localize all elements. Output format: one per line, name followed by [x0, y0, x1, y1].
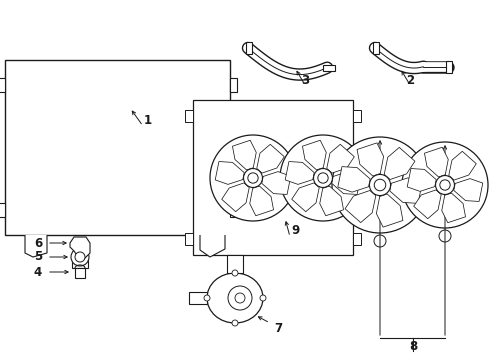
Circle shape — [232, 270, 238, 276]
Bar — [185, 233, 193, 245]
Circle shape — [440, 180, 450, 190]
Bar — [0, 203, 5, 217]
Text: 5: 5 — [34, 251, 42, 264]
Polygon shape — [285, 162, 314, 184]
Polygon shape — [215, 162, 244, 184]
Polygon shape — [292, 183, 319, 212]
Polygon shape — [424, 147, 448, 177]
Bar — [446, 61, 452, 73]
Polygon shape — [327, 144, 354, 173]
Polygon shape — [357, 143, 384, 176]
Polygon shape — [442, 193, 466, 223]
Polygon shape — [376, 194, 403, 227]
Circle shape — [332, 137, 428, 233]
Polygon shape — [232, 140, 256, 170]
Polygon shape — [25, 235, 47, 257]
Polygon shape — [320, 186, 343, 216]
Bar — [189, 292, 207, 304]
Polygon shape — [332, 172, 361, 194]
Circle shape — [374, 235, 386, 247]
Circle shape — [374, 179, 386, 191]
Bar — [227, 255, 243, 273]
Polygon shape — [221, 183, 249, 212]
Polygon shape — [250, 186, 273, 216]
Circle shape — [228, 286, 252, 310]
Circle shape — [314, 168, 332, 188]
Polygon shape — [338, 167, 370, 192]
Text: 6: 6 — [34, 237, 42, 249]
Circle shape — [235, 293, 245, 303]
Circle shape — [232, 320, 238, 326]
Text: 3: 3 — [301, 73, 309, 86]
Bar — [0, 78, 5, 92]
Polygon shape — [384, 147, 415, 180]
Text: 4: 4 — [34, 266, 42, 279]
Polygon shape — [302, 140, 326, 170]
Circle shape — [248, 173, 258, 183]
Text: 8: 8 — [409, 339, 417, 352]
Bar — [246, 42, 252, 54]
Bar — [323, 65, 335, 71]
Circle shape — [244, 168, 263, 188]
Polygon shape — [345, 190, 376, 222]
Bar — [373, 42, 379, 54]
Circle shape — [260, 295, 266, 301]
Text: 9: 9 — [291, 224, 299, 237]
Circle shape — [436, 176, 454, 194]
Bar — [230, 78, 237, 92]
Polygon shape — [390, 178, 422, 203]
Bar — [230, 203, 237, 217]
Circle shape — [280, 135, 366, 221]
Bar — [193, 100, 353, 255]
Circle shape — [439, 230, 451, 242]
Polygon shape — [70, 237, 90, 259]
Polygon shape — [407, 168, 436, 192]
Circle shape — [318, 173, 328, 183]
Polygon shape — [449, 151, 476, 180]
Polygon shape — [454, 179, 483, 202]
Bar — [353, 110, 361, 122]
Bar — [185, 110, 193, 122]
Circle shape — [210, 135, 296, 221]
Circle shape — [369, 175, 391, 195]
Polygon shape — [414, 190, 441, 219]
Circle shape — [204, 295, 210, 301]
Circle shape — [75, 252, 85, 262]
Ellipse shape — [207, 273, 263, 323]
Bar — [72, 260, 88, 268]
Bar — [75, 268, 85, 278]
Text: 1: 1 — [144, 113, 152, 126]
Polygon shape — [262, 172, 291, 194]
Text: 7: 7 — [274, 321, 282, 334]
Circle shape — [71, 248, 89, 266]
Polygon shape — [257, 144, 284, 173]
Bar — [353, 233, 361, 245]
Text: 2: 2 — [406, 73, 414, 86]
Polygon shape — [200, 235, 225, 257]
Circle shape — [402, 142, 488, 228]
Bar — [5, 60, 230, 235]
